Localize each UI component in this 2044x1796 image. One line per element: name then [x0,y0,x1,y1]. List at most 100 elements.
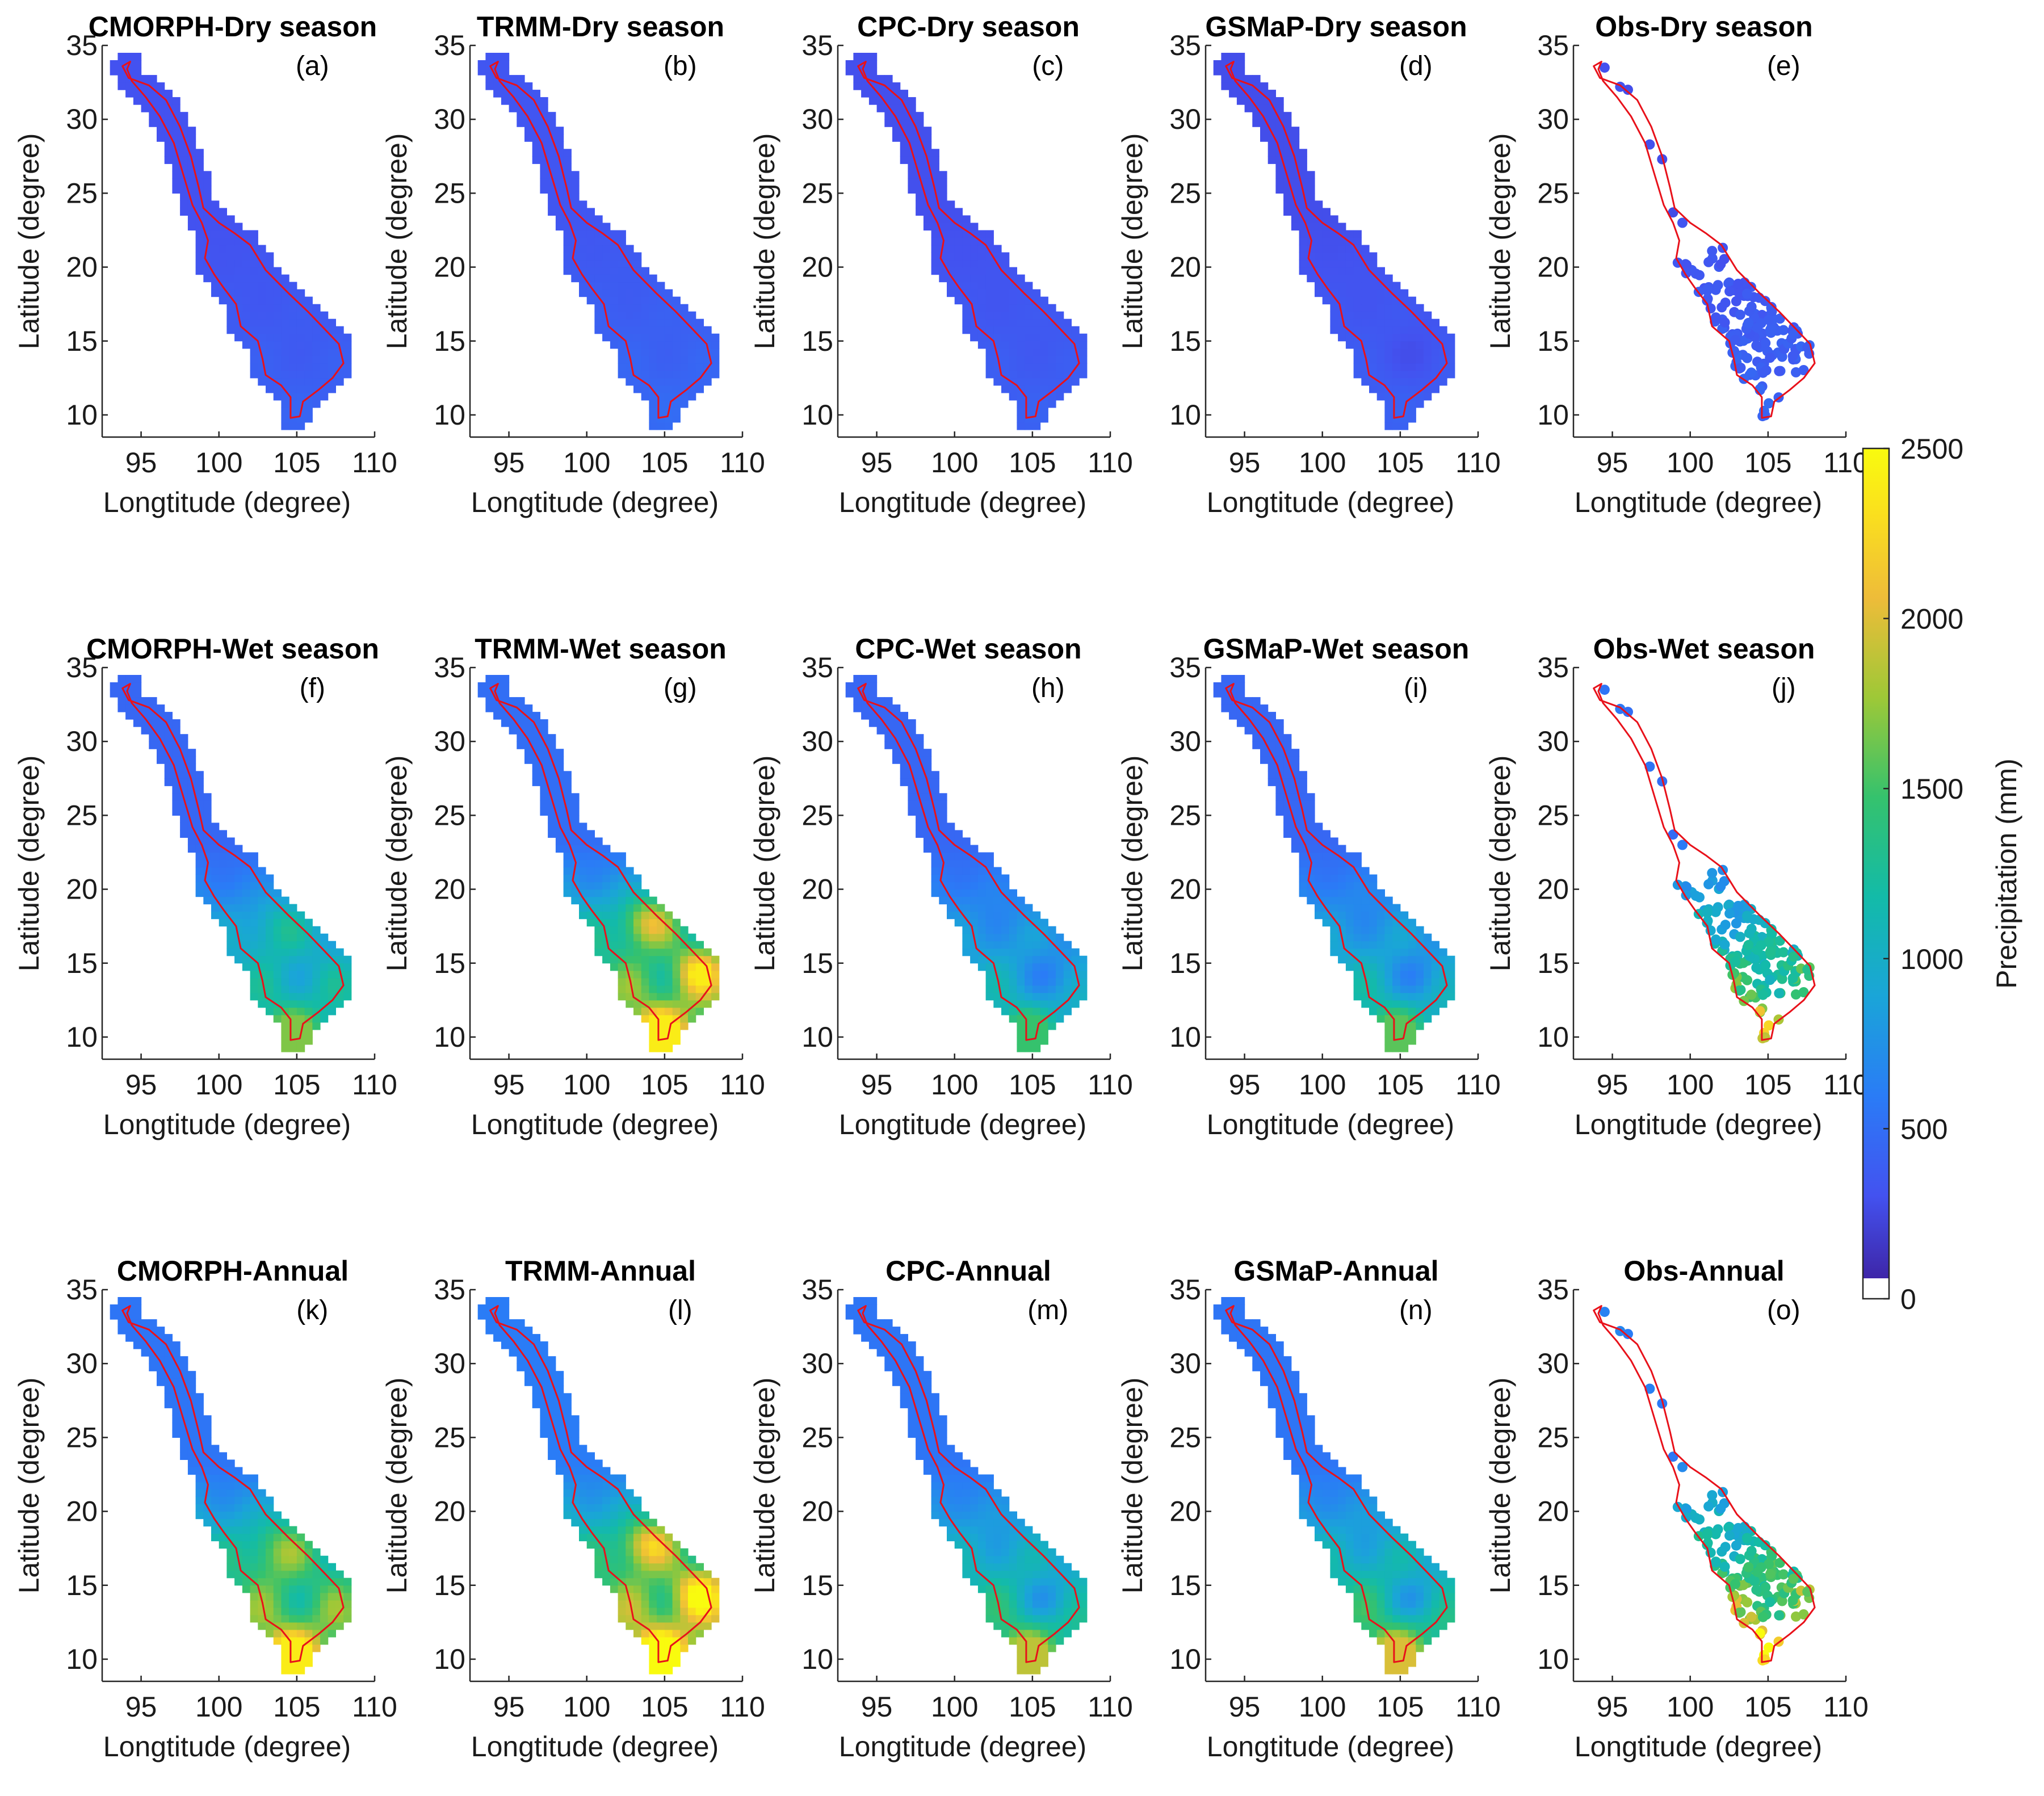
grid-cell [916,112,924,120]
grid-cell [633,977,642,986]
grid-cell [211,282,220,290]
grid-cell [853,75,862,83]
grid-cell [571,178,580,186]
grid-cell [1322,874,1331,883]
grid-cell [281,1037,289,1045]
grid-cell [133,675,142,683]
grid-cell [180,200,188,208]
grid-cell [1275,171,1284,179]
grid-cell [664,318,673,327]
grid-cell [1001,1007,1010,1016]
grid-cell [1025,304,1033,312]
grid-cell [540,1371,548,1379]
grid-cell [1400,348,1409,356]
grid-cell [1001,311,1010,320]
grid-cell [939,1437,947,1445]
grid-cell [180,808,188,816]
grid-cell [304,296,313,305]
grid-cell [242,896,251,905]
grid-cell [923,1467,932,1475]
grid-cell [649,326,657,334]
grid-cell [711,970,720,979]
grid-cell [1307,200,1315,208]
grid-cell [680,304,689,312]
grid-cell [312,400,321,408]
grid-cell [868,690,878,698]
grid-cell [664,1044,673,1052]
grid-cell [649,1592,657,1601]
grid-cell [1009,318,1017,327]
grid-cell [610,304,619,312]
grid-cell [1017,977,1025,986]
grid-cell [1056,963,1064,971]
grid-cell [187,208,196,216]
grid-cell [195,1482,204,1490]
grid-cell [234,889,243,897]
grid-cell [908,112,916,120]
y-axis-label: Latitude (degree) [1117,756,1148,972]
grid-cell [296,970,305,979]
grid-cell [954,830,963,838]
grid-cell [657,385,665,393]
grid-cell [618,1585,626,1593]
grid-cell [1032,955,1041,964]
grid-cell [1400,311,1409,320]
grid-cell [320,348,329,356]
grid-cell [954,252,963,261]
grid-cell [226,896,235,905]
grid-cell [876,697,885,705]
grid-cell [923,808,932,816]
grid-cell [641,948,649,956]
grid-cell [962,267,971,275]
grid-cell [1048,355,1056,364]
grid-cell [954,911,963,920]
grid-cell [947,896,955,905]
grid-cell [195,171,204,179]
grid-cell [289,963,297,971]
grid-cell [250,267,258,275]
grid-cell [172,786,181,794]
grid-cell [868,675,878,683]
grid-cell [695,348,704,356]
grid-cell [1353,933,1362,942]
grid-cell [1009,289,1017,297]
grid-cell [234,845,243,853]
grid-cell [1408,977,1416,986]
grid-cell [680,1607,689,1615]
grid-cell [281,1548,289,1556]
grid-cell [1384,407,1393,416]
grid-cell [1307,823,1315,830]
grid-cell [242,1489,251,1497]
grid-cell [1299,245,1307,253]
grid-cell [1299,267,1307,275]
grid-cell [1025,1600,1033,1608]
grid-cell [1009,1614,1017,1623]
grid-cell [1424,341,1432,349]
station-point [1754,292,1765,303]
grid-cell [1361,889,1370,897]
grid-cell [266,1518,274,1527]
grid-cell [266,1555,274,1564]
grid-cell [1025,1577,1033,1586]
grid-cell [618,941,626,949]
grid-cell [219,874,227,883]
grid-cell [633,333,642,342]
grid-cell [211,845,220,853]
grid-cell [211,1533,220,1542]
grid-cell [688,355,696,364]
grid-cell [618,1592,626,1601]
grid-cell [203,223,212,231]
grid-cell [509,712,517,720]
station-point [1677,840,1688,850]
grid-cell [1369,911,1378,920]
grid-cell [923,800,932,808]
grid-cell [226,215,235,223]
grid-cell [633,311,642,320]
grid-cell [1330,926,1338,934]
grid-cell [962,318,971,327]
grid-cell [1447,341,1455,349]
grid-cell [226,237,235,246]
grid-cell [672,955,681,964]
grid-cell [1221,75,1229,83]
